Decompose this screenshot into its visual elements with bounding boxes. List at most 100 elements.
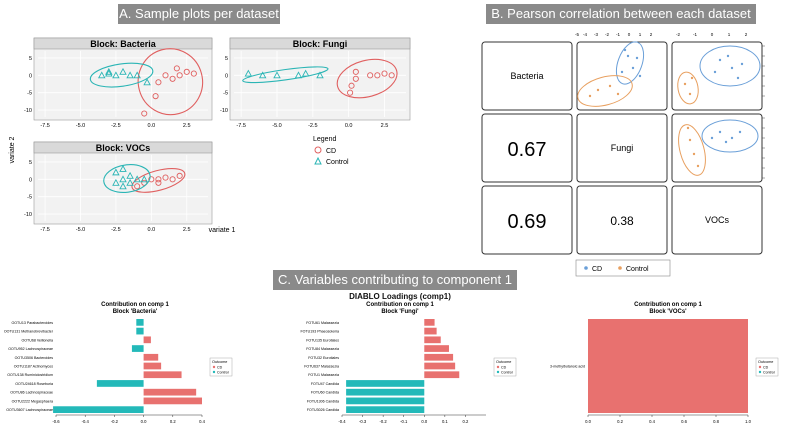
variable-label: OOTU138 Ruminiclostridium bbox=[7, 373, 53, 377]
y-tick-label: -10 bbox=[220, 108, 228, 114]
point-cd bbox=[347, 89, 354, 96]
loading-bar bbox=[346, 380, 425, 387]
variable-label: FOTU84 Malassezia bbox=[306, 347, 339, 351]
variable-label: OOTU2222 Megasphaera bbox=[12, 399, 53, 403]
top-tick-label: -2 bbox=[605, 32, 609, 37]
x-tick-label: -0.1 bbox=[400, 419, 408, 424]
legend-control-dot bbox=[618, 266, 622, 270]
loadings-suptitle: DIABLO Loadings (comp1) bbox=[349, 292, 451, 301]
top-tick-label: -4 bbox=[583, 32, 587, 37]
point-cd bbox=[148, 176, 155, 183]
loading-bar bbox=[424, 336, 441, 344]
point-cd bbox=[169, 176, 176, 183]
legend-box bbox=[575, 259, 671, 277]
x-tick-label: 0.0 bbox=[141, 419, 147, 424]
point-control bbox=[258, 71, 267, 79]
point-cd bbox=[152, 93, 159, 100]
point-cd bbox=[141, 110, 148, 117]
legend-control-label: Control bbox=[626, 266, 649, 273]
point-cd bbox=[352, 75, 359, 82]
variable-label: OOTU24618 Roseburia bbox=[15, 382, 53, 386]
cell-corr-0-67 bbox=[481, 113, 573, 183]
confidence-ellipse-cd bbox=[336, 58, 398, 99]
block-title: Block: VOCs bbox=[96, 143, 151, 153]
loading-bar bbox=[424, 319, 435, 326]
top-tick-label: -5 bbox=[575, 32, 579, 37]
loading-bar bbox=[143, 362, 162, 370]
chart-subtitle: Block 'VOCs' bbox=[649, 309, 687, 315]
variable-label: OOTU1187 Actinomyces bbox=[14, 365, 53, 369]
legend-title: Outcome bbox=[212, 360, 227, 364]
cell-vocs bbox=[671, 185, 763, 255]
chart-title: Contribution on comp 1 bbox=[634, 302, 702, 308]
mini-scatter-fungi-vocs bbox=[678, 119, 759, 176]
loading-bar bbox=[346, 397, 425, 405]
scatter-block-1: Block: Fungi 5 0 -5 -10 -7.5 -5.0 -2.5 0.0 2.5 bbox=[220, 37, 411, 129]
y-tick-label: 5 bbox=[29, 56, 32, 62]
x-tick-label: 0.6 bbox=[681, 419, 687, 424]
point-control bbox=[301, 69, 310, 77]
banner-c: C. Variables contributing to component 1 bbox=[273, 270, 517, 290]
point-control bbox=[126, 178, 134, 186]
x-tick-label: 0.0 bbox=[585, 419, 591, 424]
point-control bbox=[119, 182, 127, 190]
x-axis-label: variate 1 bbox=[209, 227, 236, 234]
top-tick-label: -1 bbox=[693, 32, 697, 37]
x-tick-label: -7.5 bbox=[40, 123, 49, 129]
variable-label: FOTU32 Eurotiales bbox=[308, 356, 339, 360]
point-cd bbox=[190, 70, 197, 77]
confidence-ellipse-cd bbox=[137, 48, 204, 116]
x-tick-label: 0.2 bbox=[170, 419, 176, 424]
variable-label: OOTU952 Lachnospiraceae bbox=[8, 347, 53, 351]
panel-c-loadings: Contribution on comp 1 Block 'Bacteria' OO… bbox=[4, 302, 779, 424]
loading-bar bbox=[424, 362, 456, 370]
x-tick-label: -7.5 bbox=[236, 123, 245, 129]
chart-subtitle: Block 'Fungi' bbox=[381, 309, 419, 315]
loading-bar bbox=[143, 371, 182, 379]
corr-value-bacteria-vocs: 0.69 bbox=[508, 211, 547, 233]
y-tick-label: 5 bbox=[29, 160, 32, 166]
point-cd bbox=[155, 179, 162, 186]
x-tick-label: 2.5 bbox=[381, 123, 389, 129]
point-cd bbox=[183, 68, 190, 75]
x-tick-label: -2.5 bbox=[111, 123, 120, 129]
top-tick-label: 2 bbox=[650, 32, 653, 37]
scatter-block-0: Block: Bacteria 5 0 -5 -10 -7.5 -5.0 -2.5 0.0 2.5 bbox=[24, 37, 213, 129]
confidence-ellipse-control bbox=[89, 62, 154, 88]
diag-label-bacteria: Bacteria bbox=[510, 71, 543, 81]
point-control bbox=[133, 71, 141, 79]
legend-control-marker bbox=[314, 156, 322, 165]
y-tick-label: 5 bbox=[225, 56, 228, 62]
point-control bbox=[140, 175, 149, 183]
x-tick-label: -0.3 bbox=[359, 419, 367, 424]
loading-bar bbox=[143, 397, 202, 405]
top-tick-label: -1 bbox=[616, 32, 620, 37]
point-control bbox=[105, 69, 113, 77]
y-tick-label: 0 bbox=[225, 73, 228, 79]
top-tick-label: -3 bbox=[594, 32, 598, 37]
cell-bacteria bbox=[481, 41, 573, 111]
point-control bbox=[133, 175, 141, 183]
x-tick-label: -5.0 bbox=[272, 123, 281, 129]
chart-subtitle: Block 'Bacteria' bbox=[113, 309, 158, 315]
point-cd bbox=[155, 79, 162, 86]
cell-corr-0-38 bbox=[576, 185, 668, 255]
y-tick-label: -10 bbox=[24, 212, 32, 218]
variable-label: 3-methylbutanoic acid bbox=[550, 365, 585, 369]
loading-bar bbox=[424, 345, 449, 352]
legend-cd-label: CD bbox=[326, 148, 336, 155]
legend-cd-marker bbox=[314, 146, 322, 154]
x-tick-label: -0.4 bbox=[82, 419, 90, 424]
legend-control-label: Control bbox=[326, 159, 349, 166]
panel-a-sample-plots: variate 2 variate 1 Legend CD Control Bl… bbox=[9, 37, 411, 234]
x-tick-label: 0.4 bbox=[649, 419, 655, 424]
x-tick-label: 0.0 bbox=[148, 123, 156, 129]
confidence-ellipse-cd bbox=[131, 167, 186, 193]
x-tick-label: -0.2 bbox=[111, 419, 119, 424]
point-control bbox=[244, 69, 253, 77]
point-control bbox=[316, 71, 324, 79]
